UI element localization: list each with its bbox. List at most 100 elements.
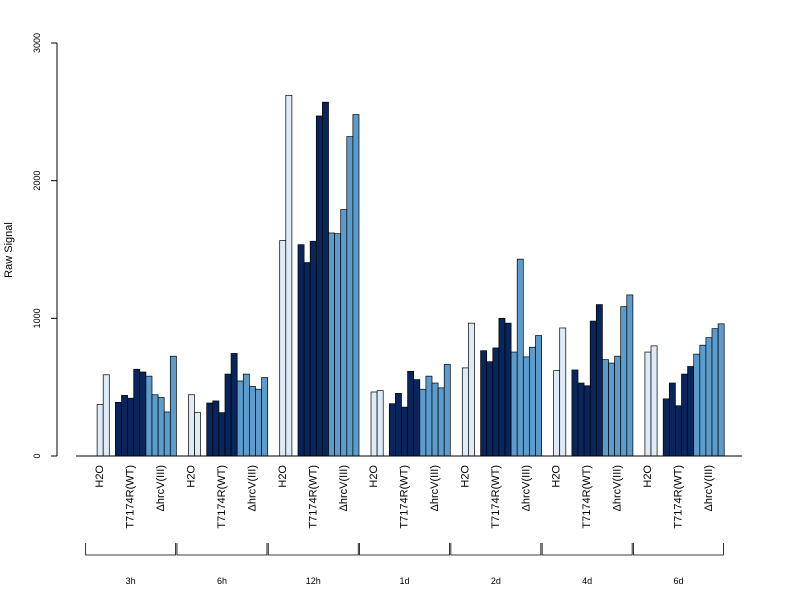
bar (535, 335, 542, 457)
bar (309, 240, 317, 457)
bar (602, 359, 609, 457)
condition-label: H2O (277, 465, 289, 488)
bar (395, 393, 402, 457)
bar (249, 386, 256, 457)
bar (589, 320, 597, 457)
condition-labels: H2O T7174R(WT) ΔhrcV(III) H2O T7174R(WT) Δhrc… (94, 465, 715, 529)
condition-label: H2O (185, 465, 197, 488)
condition-label: T7174R(WT) (672, 465, 684, 529)
bar (388, 403, 396, 457)
condition-label: ΔhrcV(III) (612, 465, 624, 511)
bar (340, 209, 348, 457)
y-tick-label: 3000 (32, 33, 42, 53)
y-tick-label: 2000 (32, 171, 42, 191)
timepoint-label: 6h (217, 576, 227, 586)
bar (407, 370, 415, 457)
bar (157, 397, 165, 457)
condition-label: ΔhrcV(III) (703, 465, 715, 511)
bar (559, 327, 567, 457)
bar (163, 411, 171, 457)
bar (681, 373, 688, 457)
bar (376, 390, 384, 457)
bar (644, 351, 652, 457)
bar (261, 377, 269, 457)
bar (486, 361, 494, 457)
bar (480, 350, 488, 457)
condition-label: ΔhrcV(III) (338, 465, 350, 511)
condition-label: T7174R(WT) (216, 465, 228, 529)
condition-label: H2O (459, 465, 471, 488)
condition-label: T7174R(WT) (125, 465, 137, 529)
condition-label: T7174R(WT) (399, 465, 411, 529)
y-axis: 0 1000 2000 3000 (32, 33, 58, 459)
timepoint-label: 1d (400, 576, 410, 586)
condition-label: H2O (551, 465, 563, 488)
bar (510, 351, 518, 457)
bar (303, 262, 311, 457)
bar (121, 395, 128, 457)
bar (595, 304, 603, 457)
bar (504, 322, 512, 457)
condition-label: T7174R(WT) (307, 465, 319, 529)
bar (328, 232, 335, 457)
bar (419, 388, 427, 457)
bar (279, 240, 287, 457)
bar (255, 388, 262, 457)
bar (614, 355, 622, 457)
bar (437, 387, 445, 457)
bar (242, 373, 250, 457)
bar (413, 379, 421, 457)
bar (529, 346, 536, 457)
bar (461, 367, 469, 457)
bar (206, 402, 214, 457)
bar (145, 375, 153, 457)
bar (705, 337, 713, 457)
bar (139, 371, 147, 457)
bar (212, 400, 220, 457)
bar (571, 369, 579, 457)
bar (224, 373, 232, 457)
bar (699, 344, 707, 457)
bar (236, 380, 244, 457)
condition-label: H2O (642, 465, 654, 488)
timepoint-label: 6d (673, 576, 683, 586)
bar (285, 94, 293, 457)
bar (443, 364, 451, 457)
bar (431, 382, 439, 457)
bar (370, 391, 378, 457)
timepoint-label: 2d (491, 576, 501, 586)
bar (693, 353, 701, 457)
timepoint-brackets: 3h 6h 12h 1d 2d 4d 6d (85, 543, 724, 586)
bar (352, 114, 360, 457)
timepoint-bracket (85, 543, 177, 556)
timepoint-bracket (633, 543, 724, 556)
bar (133, 368, 141, 457)
timepoint-bracket (450, 543, 542, 556)
bar (577, 382, 585, 457)
bar (425, 375, 433, 457)
timepoint-bracket (359, 543, 450, 556)
bar (334, 233, 342, 457)
timepoint-bracket (176, 543, 268, 556)
bar (583, 385, 591, 457)
bar (650, 345, 658, 457)
condition-label: ΔhrcV(III) (429, 465, 441, 511)
bar (315, 115, 323, 457)
bar (102, 374, 110, 457)
bar (498, 317, 506, 457)
bar (492, 347, 500, 457)
bar (668, 382, 676, 457)
bar (717, 323, 725, 457)
bar (127, 397, 135, 457)
timepoint-bracket (541, 543, 633, 556)
condition-label: H2O (94, 465, 106, 488)
y-axis-label: Raw Signal (3, 222, 15, 278)
bar (522, 356, 530, 457)
bar (218, 412, 226, 457)
bar (553, 370, 561, 457)
bar (188, 394, 195, 457)
bars (96, 94, 725, 457)
timepoint-label: 4d (582, 576, 592, 586)
bar (608, 362, 615, 457)
